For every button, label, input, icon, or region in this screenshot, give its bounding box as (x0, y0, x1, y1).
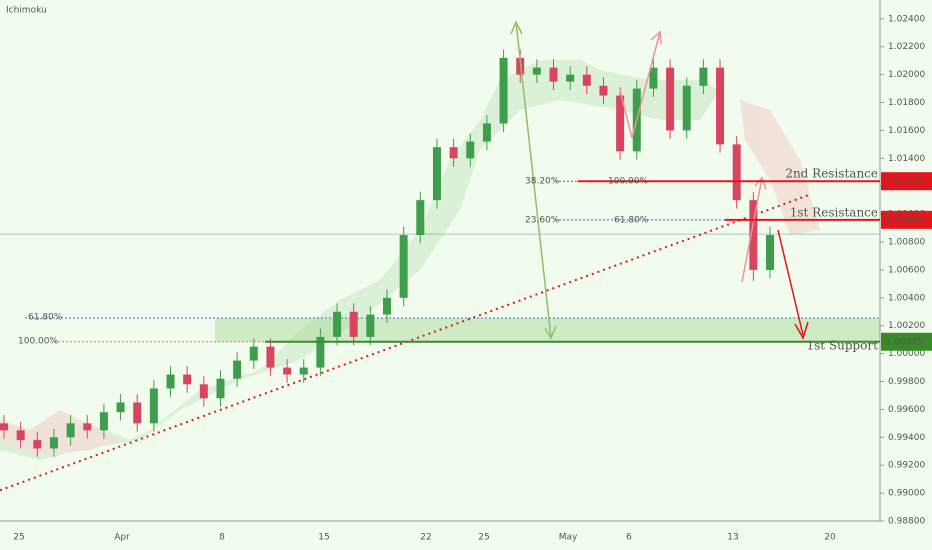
level-name: 1st Resistance (790, 205, 878, 219)
candle-body (66, 423, 75, 438)
candle-body (316, 336, 325, 368)
candle-body (116, 402, 125, 413)
price-label-box (881, 210, 932, 229)
candle-body (482, 123, 491, 142)
candle-body (33, 440, 42, 449)
candle-body (682, 85, 691, 131)
candle-body (716, 67, 725, 145)
y-tick-label: 1.02000 (888, 70, 925, 80)
price-label: 1.01236 (886, 177, 923, 187)
candle-body (299, 367, 308, 375)
candle-body (566, 74, 575, 82)
candle-body (666, 67, 675, 131)
indicator-label: Ichimoku (6, 6, 47, 16)
candle-body (499, 57, 508, 124)
y-tick-label: 1.00200 (888, 321, 925, 331)
candle-body (466, 141, 475, 159)
x-tick-label: 20 (824, 533, 836, 543)
y-tick-label: 0.99800 (888, 377, 925, 387)
candle-body (649, 67, 658, 89)
candle-body (532, 67, 541, 75)
fib-label: 61.80% (614, 215, 649, 225)
level-name: 1st Support (806, 338, 878, 352)
price-label-box (881, 332, 932, 351)
y-tick-label: 0.99000 (888, 489, 925, 499)
y-tick-label: 1.00000 (888, 349, 925, 359)
level-name: 2nd Resistance (785, 167, 878, 181)
candle-body (0, 423, 8, 431)
candle-body (383, 297, 391, 315)
x-tick-label: 8 (219, 533, 225, 543)
x-tick-label: 6 (626, 533, 632, 543)
y-tick-label: 1.00800 (888, 238, 925, 248)
y-tick-label: 1.00400 (888, 293, 925, 303)
y-tick-label: 0.99200 (888, 461, 925, 471)
y-tick-label: 0.99600 (888, 405, 925, 415)
candle-body (283, 367, 292, 375)
candle-body (249, 346, 258, 361)
candle-body (183, 374, 192, 385)
y-tick-label: 1.01400 (888, 154, 925, 164)
y-tick-label: 1.02400 (888, 14, 925, 24)
price-label: 1.00085 (886, 337, 923, 347)
x-tick-label: 13 (727, 533, 738, 543)
candle-body (233, 360, 242, 379)
fib-label: 23.60% (525, 215, 560, 225)
support-zone (215, 318, 880, 342)
candle-body (416, 200, 425, 236)
fib-label: 100.00% (608, 177, 648, 187)
price-label: 1.00959 (886, 215, 923, 225)
fib-label: 61.80% (28, 313, 63, 323)
candle-body (99, 412, 108, 431)
y-tick-label: 1.00600 (888, 265, 925, 275)
fib-label: 38.20% (525, 177, 560, 187)
y-tick-label: 1.02200 (888, 42, 925, 52)
candle-body (49, 437, 58, 449)
candle-body (349, 311, 358, 337)
candle-body (432, 147, 441, 201)
candle-body (199, 384, 208, 399)
candle-body (699, 67, 708, 86)
y-tick-label: 0.99400 (888, 433, 925, 443)
x-tick-label: 22 (420, 533, 431, 543)
candle-body (449, 147, 458, 159)
y-tick-label: 1.01600 (888, 126, 925, 136)
candle-body (766, 235, 774, 270)
candle-body (582, 74, 591, 86)
candle-body (149, 388, 158, 424)
candle-body (133, 402, 142, 424)
candle-body (399, 235, 408, 298)
ichimoku-cloud (0, 60, 820, 460)
candle-body (366, 314, 375, 337)
y-tick-label: 1.01800 (888, 98, 925, 108)
candle-body (83, 423, 92, 431)
candle-body (333, 311, 342, 337)
candle-body (599, 85, 608, 96)
y-tick-label: 0.98800 (888, 517, 925, 527)
x-tick-label: 15 (318, 533, 329, 543)
candle-body (616, 95, 625, 152)
arrows (510, 20, 809, 340)
candle-body (749, 200, 758, 270)
price-label-box (881, 172, 932, 191)
fib-label: 100.00% (18, 336, 58, 346)
candle-body (16, 430, 25, 441)
x-tick-label: Apr (114, 533, 130, 543)
candle-body (549, 67, 558, 82)
candle-body (732, 144, 741, 201)
candle-body (166, 374, 175, 389)
x-tick-label: 25 (478, 533, 489, 543)
x-tick-label: 25 (13, 533, 24, 543)
candle-body (266, 346, 275, 368)
candle-body (216, 378, 225, 399)
x-tick-label: May (559, 533, 578, 543)
